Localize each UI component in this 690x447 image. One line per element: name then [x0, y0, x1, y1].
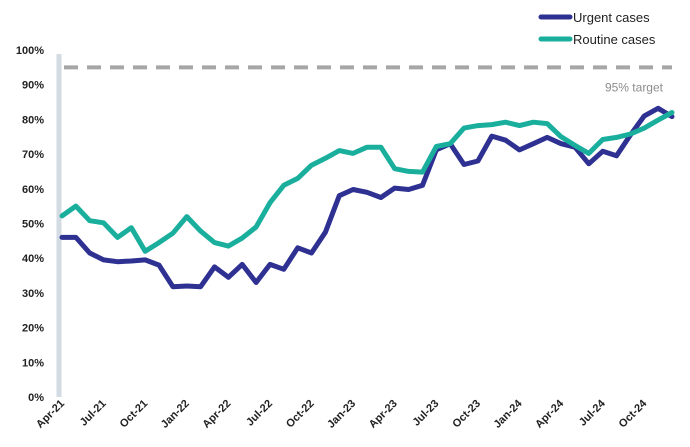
y-tick-label: 20%: [22, 323, 44, 335]
x-tick-label: Oct-22: [284, 398, 317, 431]
y-tick-label: 100%: [16, 45, 44, 57]
y-axis-labels: 0% 10% 20% 30% 40% 50% 60% 70% 80% 90% 100%: [16, 45, 44, 404]
legend-item-routine: Routine cases: [538, 32, 656, 47]
legend-label-routine: Routine cases: [573, 32, 656, 47]
x-tick-label: Jan-22: [159, 398, 192, 431]
series-line-urgent: [59, 105, 675, 290]
legend: Urgent cases Routine cases: [538, 10, 656, 47]
legend-item-urgent: Urgent cases: [538, 10, 650, 25]
y-tick-label: 50%: [22, 219, 44, 231]
y-tick-label: 80%: [22, 114, 44, 126]
series-lines: [59, 105, 675, 290]
y-tick-label: 90%: [22, 80, 44, 92]
x-tick-label: Jul-23: [410, 398, 441, 429]
x-tick-label: Apr-22: [200, 398, 233, 431]
x-tick-label: Apr-24: [533, 397, 567, 431]
x-tick-label: Oct-21: [118, 398, 151, 431]
x-tick-label: Jan-24: [491, 397, 525, 431]
series-line-routine: [59, 110, 675, 254]
x-axis-labels: Apr-21 Jul-21 Oct-21 Jan-22 Apr-22 Jul-22 Oct-…: [34, 397, 650, 431]
x-tick-label: Oct-24: [617, 397, 650, 430]
x-tick-label: Apr-23: [367, 398, 400, 431]
y-tick-label: 0%: [28, 392, 44, 404]
y-tick-label: 70%: [22, 149, 44, 161]
y-tick-label: 40%: [22, 253, 44, 265]
y-tick-label: 10%: [22, 357, 44, 369]
target-label: 95% target: [605, 80, 664, 94]
x-tick-label: Jul-22: [244, 398, 275, 429]
y-tick-label: 30%: [22, 288, 44, 300]
legend-label-urgent: Urgent cases: [573, 10, 650, 25]
x-tick-label: Jul-24: [577, 397, 609, 429]
x-tick-label: Jul-21: [78, 398, 109, 429]
x-tick-label: Jan-23: [325, 398, 358, 431]
y-tick-label: 60%: [22, 184, 44, 196]
x-tick-label: Oct-23: [450, 398, 483, 431]
target-line-group: 95% target: [64, 65, 672, 94]
